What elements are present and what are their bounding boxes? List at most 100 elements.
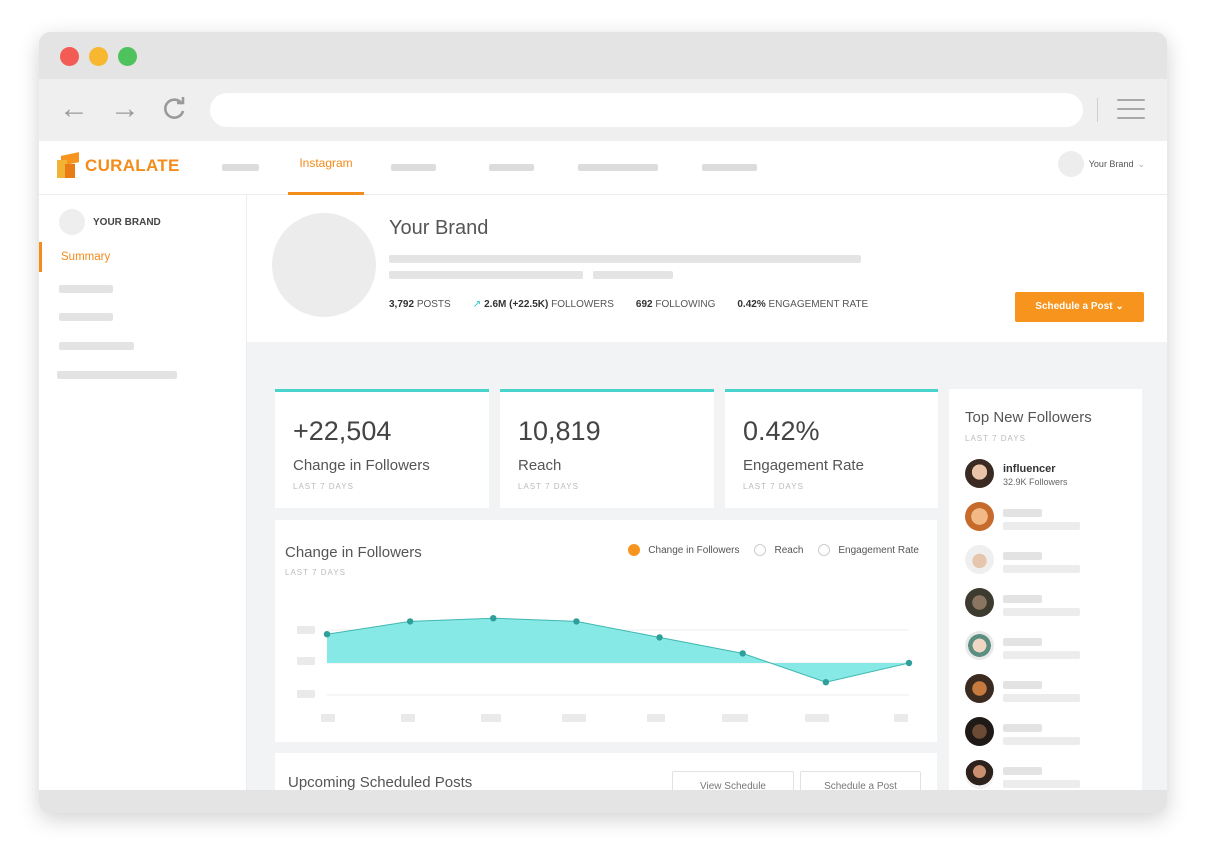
radio-icon xyxy=(818,544,831,556)
chevron-down-icon: ⌄ xyxy=(1115,301,1124,312)
view-schedule-button[interactable]: View Schedule xyxy=(672,771,794,790)
avatar xyxy=(965,631,994,660)
follower-count: 32.9K Followers xyxy=(1003,477,1068,487)
legend-item-reach[interactable]: Reach xyxy=(754,544,803,556)
stat-value: +22,504 xyxy=(293,416,392,446)
profile-avatar xyxy=(272,213,376,317)
follower-row[interactable] xyxy=(965,717,1135,749)
schedule-post-label: Schedule a Post xyxy=(1035,301,1113,312)
follower-name: influencer xyxy=(1003,463,1056,475)
y-tick-label-placeholder xyxy=(297,657,315,665)
x-tick-label-placeholder xyxy=(894,714,908,722)
posts-stat: 3,792 POSTS xyxy=(389,299,451,310)
x-tick-label-placeholder xyxy=(647,714,665,722)
follower-count-placeholder xyxy=(1003,608,1080,616)
address-bar[interactable] xyxy=(210,93,1083,127)
sidebar-item-placeholder[interactable] xyxy=(59,313,113,321)
brand-menu[interactable]: Your Brand ⌄ xyxy=(1057,151,1145,177)
trend-up-icon: ↗ xyxy=(472,299,482,310)
stat-card-engagement[interactable]: 0.42% Engagement Rate LAST 7 DAYS xyxy=(725,389,938,508)
stat-label: Change in Followers xyxy=(293,457,430,474)
tab-instagram[interactable]: Instagram xyxy=(288,141,364,195)
schedule-post-button[interactable]: Schedule a Post ⌄ xyxy=(1015,292,1144,322)
top-followers-card: Top New Followers LAST 7 DAYS influencer… xyxy=(949,389,1142,790)
stat-label: Reach xyxy=(518,457,562,474)
stat-period: LAST 7 DAYS xyxy=(293,482,354,491)
follower-row[interactable] xyxy=(965,631,1135,663)
sidebar-brand[interactable]: YOUR BRAND xyxy=(59,209,161,235)
radio-selected-icon xyxy=(628,544,641,556)
sidebar-item-summary[interactable]: Summary xyxy=(39,242,247,272)
arrow-left-icon[interactable]: ← xyxy=(59,92,89,125)
sidebar-item-placeholder[interactable] xyxy=(57,371,177,379)
maximize-window-button[interactable] xyxy=(118,47,137,66)
follower-name-placeholder xyxy=(1003,509,1042,517)
follower-row[interactable]: influencer 32.9K Followers xyxy=(965,459,1135,491)
stat-card-reach[interactable]: 10,819 Reach LAST 7 DAYS xyxy=(500,389,714,508)
brand-menu-label: Your Brand xyxy=(1088,159,1134,169)
profile-header: Your Brand 3,792 POSTS ↗ 2.6M (+22.5K) FO… xyxy=(247,195,1167,342)
legend-item-change-in-followers[interactable]: Change in Followers xyxy=(628,544,739,556)
minimize-window-button[interactable] xyxy=(89,47,108,66)
nav-item-placeholder[interactable] xyxy=(489,164,534,171)
stat-value: 10,819 xyxy=(518,416,601,446)
follower-count-placeholder xyxy=(1003,522,1080,530)
reload-icon[interactable] xyxy=(159,93,191,125)
top-followers-period: LAST 7 DAYS xyxy=(965,434,1026,443)
x-tick-label-placeholder xyxy=(562,714,586,722)
avatar xyxy=(965,502,994,531)
follower-name-placeholder xyxy=(1003,595,1042,603)
top-navigation: CURALATE Instagram Your Brand ⌄ xyxy=(39,141,1167,195)
upcoming-posts-card: Upcoming Scheduled Posts View Schedule S… xyxy=(275,753,937,790)
hamburger-menu-icon[interactable] xyxy=(1117,99,1145,121)
sidebar-item-placeholder[interactable] xyxy=(59,285,113,293)
avatar xyxy=(1057,151,1084,177)
nav-item-placeholder[interactable] xyxy=(578,164,658,171)
follower-name-placeholder xyxy=(1003,767,1042,775)
y-tick-label-placeholder xyxy=(297,690,315,698)
nav-item-placeholder[interactable] xyxy=(702,164,757,171)
legend-label: Reach xyxy=(774,544,804,556)
follower-row[interactable] xyxy=(965,674,1135,706)
sidebar-item-placeholder[interactable] xyxy=(59,342,134,350)
follower-row[interactable] xyxy=(965,588,1135,620)
upcoming-posts-title: Upcoming Scheduled Posts xyxy=(288,774,473,790)
nav-item-placeholder[interactable] xyxy=(222,164,259,171)
logo-text: CURALATE xyxy=(85,156,180,175)
nav-item-placeholder[interactable] xyxy=(391,164,436,171)
curalate-logo[interactable]: CURALATE xyxy=(57,152,180,179)
radio-icon xyxy=(754,544,767,556)
follower-row[interactable] xyxy=(965,502,1135,534)
toolbar-divider xyxy=(1097,98,1098,122)
schedule-a-post-button[interactable]: Schedule a Post xyxy=(800,771,921,790)
follower-row[interactable] xyxy=(965,545,1135,577)
follower-count-placeholder xyxy=(1003,565,1080,573)
stat-card-followers[interactable]: +22,504 Change in Followers LAST 7 DAYS xyxy=(275,389,489,508)
bio-placeholder xyxy=(593,271,673,279)
chevron-down-icon: ⌄ xyxy=(1137,158,1145,169)
avatar xyxy=(965,459,994,488)
x-tick-label-placeholder xyxy=(722,714,748,722)
follower-row[interactable] xyxy=(965,760,1135,790)
engagement-stat: 0.42% ENGAGEMENT RATE xyxy=(737,299,869,310)
followers-area-chart xyxy=(297,615,913,722)
legend-label: Change in Followers xyxy=(648,544,740,556)
follower-name-placeholder xyxy=(1003,724,1042,732)
chart-data-point xyxy=(490,615,497,622)
x-tick-label-placeholder xyxy=(805,714,829,722)
chart-data-point xyxy=(573,618,580,625)
window-bottom-bar xyxy=(39,790,1167,813)
follower-count-placeholder xyxy=(1003,737,1080,745)
chart-legend: Change in Followers Reach Engagement Rat… xyxy=(613,544,919,556)
curalate-logo-icon xyxy=(57,152,79,178)
chart-data-point xyxy=(656,634,663,641)
chart-data-point xyxy=(323,631,331,638)
close-window-button[interactable] xyxy=(60,47,79,66)
chart-title: Change in Followers xyxy=(285,544,422,561)
follower-count-placeholder xyxy=(1003,694,1080,702)
chart-period: LAST 7 DAYS xyxy=(285,568,346,577)
legend-item-engagement-rate[interactable]: Engagement Rate xyxy=(818,544,919,556)
browser-toolbar: ← → xyxy=(39,79,1167,141)
arrow-right-icon[interactable]: → xyxy=(110,92,140,125)
browser-window: ← → CURALATE Instagram xyxy=(39,32,1167,813)
